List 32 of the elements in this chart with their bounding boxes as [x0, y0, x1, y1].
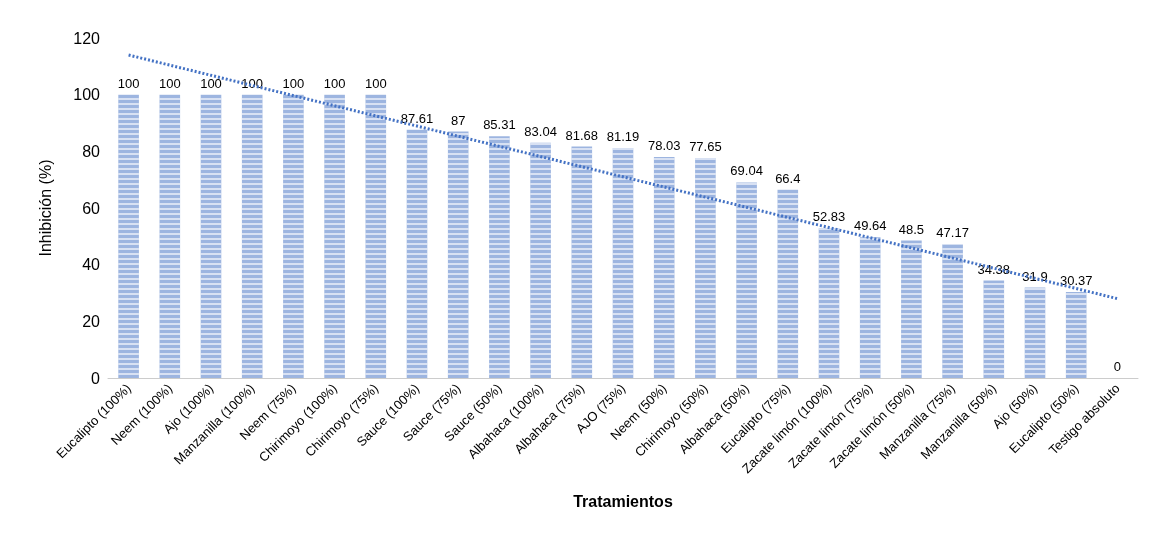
data-label: 85.31 — [483, 117, 516, 133]
y-tick-label: 0 — [91, 369, 101, 387]
y-tick-label: 60 — [82, 199, 101, 217]
y-tick-label: 40 — [82, 256, 101, 274]
data-label: 69.04 — [730, 163, 763, 179]
data-label: 77.65 — [689, 138, 722, 154]
data-label: 100 — [158, 75, 181, 91]
data-label: 100 — [323, 75, 346, 91]
data-label: 100 — [282, 75, 305, 91]
y-axis-title: Inhibición (%) — [36, 159, 54, 257]
data-label: 81.19 — [606, 128, 640, 144]
data-label: 100 — [117, 75, 140, 91]
data-label: 87.61 — [400, 110, 434, 126]
data-label: 30.37 — [1059, 272, 1093, 288]
data-label: 52.83 — [812, 209, 846, 225]
y-tick-label: 20 — [82, 312, 101, 330]
data-label: 47.17 — [936, 225, 969, 241]
y-tick-label: 120 — [73, 29, 101, 47]
data-label: 78.03 — [647, 137, 681, 153]
data-label: 87 — [450, 112, 466, 128]
y-tick-label: 80 — [82, 142, 101, 160]
data-label: 81.68 — [565, 127, 599, 143]
data-label: 83.04 — [524, 123, 557, 139]
data-label: 0 — [1113, 359, 1122, 374]
data-label: 100 — [364, 75, 387, 91]
data-label: 48.5 — [898, 221, 925, 237]
data-label: 49.64 — [853, 218, 887, 234]
x-axis-title: Tratamientos — [573, 492, 673, 510]
data-label: 31.9 — [1022, 268, 1048, 284]
y-tick-label: 100 — [73, 86, 101, 104]
data-label: 66.4 — [775, 170, 801, 186]
data-label: 100 — [200, 75, 222, 91]
